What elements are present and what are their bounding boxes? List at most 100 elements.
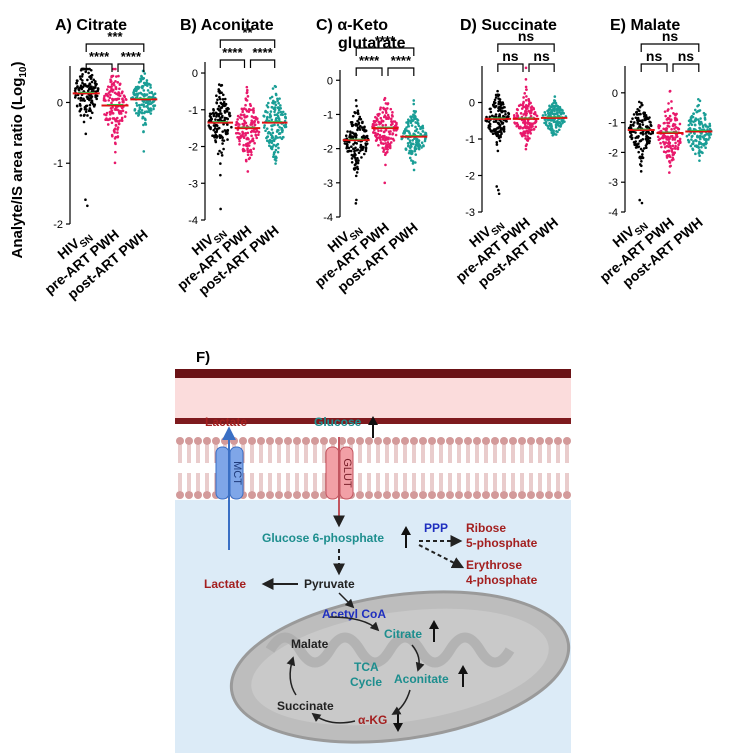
mct-transporter: MCT	[215, 446, 244, 500]
data-point	[411, 162, 415, 165]
data-point	[215, 136, 218, 139]
phospholipid-head	[248, 491, 256, 499]
data-point	[559, 112, 563, 116]
data-point	[110, 74, 113, 78]
data-point	[250, 134, 253, 138]
data-point	[238, 123, 241, 126]
data-point	[506, 115, 510, 118]
data-point	[495, 141, 499, 144]
data-point	[114, 85, 118, 89]
data-point	[88, 103, 92, 107]
mct-label: MCT	[231, 461, 243, 485]
data-point	[114, 135, 118, 139]
data-point	[354, 122, 358, 126]
phospholipid-head	[185, 437, 193, 445]
data-point	[263, 124, 266, 127]
data-point	[223, 97, 227, 101]
data-point	[142, 150, 146, 153]
ribose-label: Ribose	[466, 521, 506, 535]
data-point	[112, 83, 116, 87]
phospholipid-head	[203, 491, 211, 499]
data-point	[88, 107, 92, 110]
data-point	[410, 145, 413, 148]
data-point	[80, 87, 84, 91]
significance-bracket	[85, 43, 145, 52]
data-point	[83, 84, 86, 87]
data-point	[276, 114, 280, 118]
data-point	[219, 106, 223, 110]
data-point	[220, 91, 223, 95]
data-point	[392, 120, 395, 123]
data-point	[693, 108, 697, 112]
data-point	[384, 102, 388, 105]
data-point	[273, 108, 277, 112]
data-point	[117, 91, 121, 95]
data-point	[690, 123, 694, 127]
data-point	[379, 129, 383, 132]
data-point	[385, 147, 388, 151]
data-point	[208, 126, 211, 129]
data-point	[632, 124, 635, 127]
data-point	[385, 117, 389, 121]
data-point	[507, 112, 511, 116]
y-tick-label: -1	[608, 118, 618, 130]
data-point	[211, 111, 215, 115]
data-point	[354, 153, 357, 157]
data-point	[225, 109, 229, 113]
data-point	[391, 132, 395, 135]
data-point	[79, 104, 82, 107]
significance-label: ****	[359, 53, 380, 68]
data-point	[236, 118, 239, 121]
data-point	[693, 123, 697, 127]
significance-bracket	[219, 59, 246, 68]
data-point	[105, 93, 109, 97]
data-point	[504, 112, 507, 116]
data-point	[246, 147, 249, 150]
data-point	[280, 130, 284, 134]
data-point	[116, 131, 119, 134]
data-point	[218, 149, 221, 153]
data-point	[413, 149, 417, 153]
y-tick-label: -1	[323, 109, 333, 121]
data-point	[273, 101, 277, 104]
data-point	[108, 96, 112, 100]
phospholipid-head	[518, 491, 526, 499]
data-point	[700, 122, 703, 125]
data-point	[530, 108, 533, 112]
data-point	[676, 139, 680, 143]
data-point	[270, 95, 274, 99]
data-point	[498, 108, 502, 112]
data-point	[276, 99, 279, 103]
data-point	[361, 148, 364, 151]
data-point	[225, 107, 228, 111]
data-point	[649, 121, 652, 124]
data-point	[219, 162, 222, 165]
data-point	[669, 146, 673, 150]
data-point	[351, 123, 355, 127]
significance-label: ****	[222, 45, 243, 60]
data-point	[120, 118, 124, 121]
data-point	[118, 82, 122, 86]
data-point	[382, 115, 386, 119]
data-point	[118, 101, 121, 105]
data-point	[388, 132, 392, 136]
data-point	[78, 109, 82, 113]
data-point	[95, 97, 98, 101]
y-tick-label: -1	[53, 158, 63, 170]
data-point	[356, 157, 359, 160]
data-point	[543, 111, 547, 114]
data-point	[256, 120, 260, 124]
data-point	[496, 149, 500, 153]
data-point	[407, 144, 410, 148]
data-point	[384, 163, 387, 167]
data-point	[90, 111, 94, 115]
significance-bracket	[640, 43, 700, 52]
data-point	[247, 107, 251, 111]
ppp-label: PPP	[424, 521, 448, 535]
data-point	[103, 113, 106, 116]
data-point	[140, 85, 144, 89]
blood-vessel-wall-top	[175, 369, 571, 378]
data-point	[273, 150, 276, 154]
data-point	[667, 125, 671, 128]
data-point	[266, 111, 269, 114]
